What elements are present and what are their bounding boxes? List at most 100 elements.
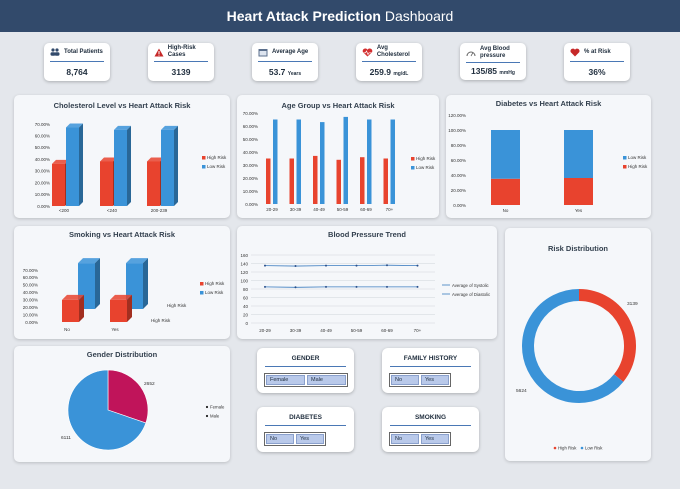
slicer-option-male[interactable]: Male — [307, 375, 346, 385]
line-point — [386, 285, 388, 288]
dashboard-header: Heart Attack Prediction Dashboard — [0, 0, 680, 32]
y-tick-label: 60.00% — [35, 134, 50, 139]
y-tick-label: 160 — [240, 253, 248, 258]
y-tick-label: 100 — [240, 278, 248, 283]
legend-label: High Risk — [558, 446, 577, 451]
slicer-option-female[interactable]: Female — [266, 375, 305, 385]
kpi-unit: mg/dL — [393, 71, 409, 77]
bar-low-risk — [390, 119, 395, 204]
line-point — [386, 264, 388, 267]
x-tick-label: <200 — [59, 208, 70, 213]
slicer-option-no[interactable]: No — [391, 434, 419, 444]
legend-label: Low Risk — [207, 164, 226, 169]
line-point — [355, 264, 358, 267]
y-tick-label: 10.00% — [243, 189, 258, 194]
bar-high-risk — [383, 158, 388, 204]
x-tick-label: 60-69 — [381, 328, 393, 333]
x-tick-label: <240 — [107, 208, 118, 213]
heartbeat-icon — [362, 47, 373, 56]
data-label-female: 2652 — [144, 381, 155, 387]
donut-slice-low-risk — [522, 289, 624, 403]
line-point — [325, 285, 327, 288]
line-point — [264, 264, 266, 267]
kpi-value: 8,764 — [66, 67, 88, 77]
bar-high-risk — [336, 159, 341, 204]
chart-title: Blood Pressure Trend — [328, 230, 406, 239]
slicer-option-no[interactable]: No — [391, 375, 419, 385]
line-point — [355, 285, 358, 288]
cholesterol-chart: 0.00% 10.00% 20.00% 30.00% 40.00% 50.00% 60.00… — [35, 122, 227, 213]
pie-slice-female — [107, 369, 149, 424]
x-tick-label: 40-49 — [313, 207, 325, 212]
slicer-option-no[interactable]: No — [266, 434, 294, 444]
legend-label: Female — [210, 405, 225, 410]
legend-label: Average of Diastolic — [452, 292, 491, 297]
kpi-value: 36% — [588, 67, 606, 77]
slicer-option-yes[interactable]: Yes — [421, 434, 449, 444]
warning-icon — [154, 48, 164, 56]
bar-low-risk — [491, 130, 520, 179]
x-tick-label: 20-29 — [259, 328, 271, 333]
y-tick-label: 60.00% — [243, 124, 258, 129]
y-tick-label: 20.00% — [451, 188, 466, 193]
panel-bp-chart: Blood Pressure Trend 0 20 40 60 80 100 120 140 1… — [237, 226, 497, 339]
legend-label: High Risk — [628, 164, 648, 169]
legend-swatch — [202, 165, 206, 169]
y-tick-label: 80.00% — [451, 143, 466, 148]
y-tick-label: 40.00% — [35, 157, 50, 162]
y-tick-label: 70.00% — [243, 111, 258, 116]
y-tick-label: 0.00% — [25, 320, 38, 325]
y-tick-label: 40.00% — [23, 290, 38, 295]
y-tick-label: 100.00% — [448, 128, 466, 133]
legend-swatch — [623, 156, 627, 160]
heart-icon — [570, 48, 580, 56]
gender-pie-chart: 2652 6111 Female Male — [61, 369, 225, 451]
bar-high-risk — [289, 158, 294, 204]
line-point — [264, 285, 266, 288]
bar-low-risk — [114, 125, 131, 206]
chart-annotation: High Risk — [151, 318, 171, 323]
x-tick-label: Yes — [111, 327, 119, 332]
slicer-title: DIABETES — [289, 414, 322, 421]
y-tick-label: 10.00% — [23, 312, 38, 317]
legend-label: High Risk — [416, 156, 436, 161]
x-tick-label: 60-69 — [360, 207, 372, 212]
panel-age-chart: Age Group vs Heart Attack Risk 0.00% 10.0… — [237, 95, 439, 218]
bar-low-risk — [320, 122, 325, 204]
legend-label: Male — [210, 414, 220, 419]
chart-title: Gender Distribution — [86, 350, 158, 359]
chart-title: Age Group vs Heart Attack Risk — [281, 101, 395, 110]
y-tick-label: 0.00% — [453, 203, 466, 208]
y-tick-label: 40.00% — [451, 173, 466, 178]
y-tick-label: 50.00% — [243, 137, 258, 142]
legend-swatch — [200, 282, 204, 286]
data-label-low-risk: 5624 — [516, 388, 527, 394]
x-tick-label: 70+ — [386, 207, 394, 212]
x-tick-label: No — [503, 208, 509, 213]
x-tick-label: No — [64, 327, 70, 332]
bar-high-risk — [313, 155, 318, 204]
legend-swatch — [411, 166, 415, 170]
line-point — [294, 286, 297, 289]
x-tick-label: 20-29 — [266, 207, 278, 212]
slicer-option-yes[interactable]: Yes — [421, 375, 449, 385]
y-tick-label: 80 — [243, 287, 249, 292]
line-point — [416, 285, 419, 288]
legend-swatch — [553, 446, 557, 450]
slicer-option-yes[interactable]: Yes — [296, 434, 324, 444]
risk-donut-chart: 3139 5624 High Risk Low Risk — [516, 289, 638, 451]
legend-label: Low Risk — [628, 155, 647, 160]
kpi-avg-cholesterol: Avg Cholesterol 259.9 mg/dL — [356, 43, 422, 81]
kpi-high-risk: High-Risk Cases 3139 — [148, 43, 214, 81]
panel-cholesterol-chart: Cholesterol Level vs Heart Attack Risk 0… — [14, 95, 230, 218]
calendar-icon — [258, 48, 268, 56]
bar-low-risk — [564, 130, 593, 178]
y-tick-label: 50.00% — [23, 283, 38, 288]
y-tick-label: 50.00% — [35, 145, 50, 150]
kpi-value: 135/85 — [471, 66, 498, 76]
y-tick-label: 60.00% — [23, 275, 38, 280]
slicer-diabetes: DIABETES No Yes — [257, 407, 354, 452]
kpi-label: Avg Blood pressure — [480, 45, 510, 59]
header-title-rest: Dashboard — [380, 8, 454, 24]
bar-low-risk — [66, 123, 83, 206]
